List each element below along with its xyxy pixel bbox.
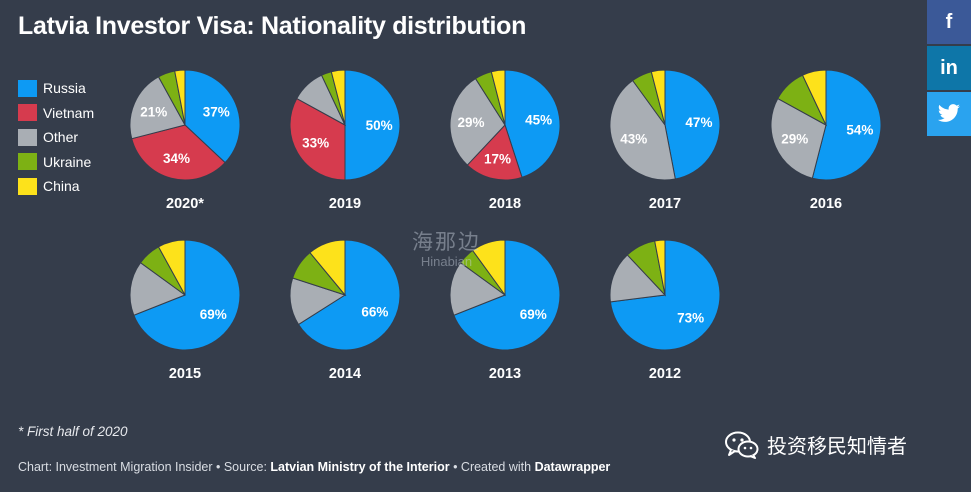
pie-slice-2014-russia [297, 239, 401, 351]
twitter-icon [938, 104, 960, 122]
pie-slice-2015-china [157, 239, 186, 296]
pie-slice-2017-other [609, 79, 676, 181]
legend-item-other: Other [18, 125, 94, 150]
pie-slice-2013-china [471, 239, 506, 297]
wechat-badge: 投资移民知情者 [725, 430, 907, 459]
pie-slice-2019-vietnam [289, 97, 346, 181]
watermark-cn: 海那边 [412, 231, 481, 254]
pie-year-label-2013: 2013 [489, 366, 521, 382]
pie-slice-2018-vietnam [466, 124, 523, 181]
share-bar: f in [927, 0, 971, 138]
pie-slice-2020-china [174, 69, 186, 126]
pie-label-2016-russia: 54% [846, 122, 873, 137]
legend-swatch-other [18, 128, 37, 146]
pie-slice-2020-russia [184, 69, 241, 164]
legend-label-russia: Russia [43, 80, 86, 97]
pie-label-2017-russia: 47% [685, 115, 712, 130]
pie-slice-2016-russia [811, 69, 882, 181]
credit-created-label: • Created with [449, 460, 535, 474]
pie-slice-2020-other [129, 76, 186, 140]
pie-year-label-2014: 2014 [329, 366, 361, 382]
credit-chart-label: Chart: Investment Migration Insider • So… [18, 460, 271, 474]
wechat-icon [725, 431, 759, 459]
legend-item-china: China [18, 174, 94, 199]
pie-label-2013-russia: 69% [520, 307, 547, 322]
pie-year-label-2012: 2012 [649, 366, 681, 382]
pie-year-label-2017: 2017 [649, 196, 681, 212]
wechat-account-name: 投资移民知情者 [767, 436, 907, 458]
pie-label-2012-russia: 73% [677, 311, 704, 326]
chart-title: Latvia Investor Visa: Nationality distri… [18, 12, 527, 40]
pie-slice-2014-china [309, 239, 346, 297]
pie-label-2015-russia: 69% [200, 307, 227, 322]
pie-label-2020-other: 21% [140, 104, 167, 119]
pie-label-2018-russia: 45% [525, 113, 552, 128]
pie-label-2019-russia: 50% [366, 118, 393, 133]
pie-slice-2019-china [330, 69, 346, 126]
pie-slice-2013-other [449, 261, 507, 316]
legend-swatch-china [18, 177, 37, 195]
twitter-share-button[interactable] [927, 92, 971, 136]
pie-slice-2017-china [650, 69, 666, 126]
pie-slice-2018-other [449, 77, 506, 166]
pie-slice-2018-china [490, 69, 506, 126]
pie-slice-2019-russia [344, 69, 401, 181]
facebook-icon: f [945, 10, 953, 33]
credit-tool: Datawrapper [534, 460, 611, 474]
watermark: 海那边 Hinabian [412, 226, 481, 269]
legend: Russia Vietnam Other Ukraine China [18, 76, 94, 199]
pie-year-label-2019: 2019 [329, 196, 361, 212]
pie-slice-2012-other [609, 254, 667, 303]
pie-slice-2013-russia [453, 239, 561, 351]
legend-label-china: China [43, 178, 80, 195]
watermark-en: Hinabian [420, 254, 473, 269]
pie-label-2016-other: 29% [781, 132, 808, 147]
pie-year-label-2018: 2018 [489, 196, 521, 212]
pie-slice-2015-other [129, 261, 187, 316]
legend-swatch-vietnam [18, 104, 37, 122]
pie-slice-2016-other [770, 97, 827, 179]
pie-label-2014-russia: 66% [361, 304, 388, 319]
legend-item-russia: Russia [18, 76, 94, 101]
pie-label-2018-vietnam: 17% [484, 151, 511, 166]
credit-line: Chart: Investment Migration Insider • So… [18, 460, 610, 474]
facebook-share-button[interactable]: f [927, 0, 971, 44]
pie-label-2020-russia: 37% [203, 104, 230, 119]
pie-slice-2020-vietnam [131, 124, 226, 181]
pie-year-label-2015: 2015 [169, 366, 201, 382]
credit-source: Latvian Ministry of the Interior [270, 460, 450, 474]
pie-label-2020-vietnam: 34% [163, 151, 190, 166]
legend-item-ukraine: Ukraine [18, 150, 94, 175]
pie-slice-2018-russia [504, 69, 561, 178]
legend-item-vietnam: Vietnam [18, 101, 94, 126]
legend-swatch-russia [18, 79, 37, 97]
pie-year-label-2020: 2020* [166, 196, 204, 212]
pie-label-2017-other: 43% [620, 132, 647, 147]
linkedin-share-button[interactable]: in [927, 46, 971, 90]
linkedin-icon: in [940, 56, 958, 79]
pie-label-2018-other: 29% [458, 115, 485, 130]
footnote: * First half of 2020 [18, 424, 128, 439]
legend-label-other: Other [43, 129, 79, 146]
pie-slice-2017-russia [664, 69, 721, 180]
pie-slice-2012-china [654, 239, 666, 296]
pie-slice-2015-russia [133, 239, 241, 351]
legend-label-ukraine: Ukraine [43, 153, 92, 170]
pie-label-2019-vietnam: 33% [302, 135, 329, 150]
pie-slice-2016-china [801, 69, 827, 126]
legend-swatch-ukraine [18, 153, 37, 171]
pie-year-label-2016: 2016 [810, 196, 842, 212]
legend-label-vietnam: Vietnam [43, 104, 95, 121]
